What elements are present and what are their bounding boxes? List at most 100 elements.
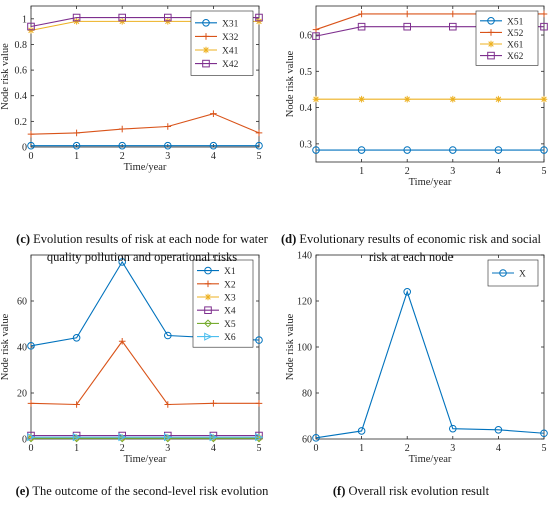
x-tick-label: 0 bbox=[29, 151, 34, 162]
data-point bbox=[312, 32, 320, 40]
x-tick-label: 1 bbox=[359, 166, 364, 177]
y-tick-label: 0 bbox=[22, 143, 27, 154]
data-point bbox=[27, 342, 35, 350]
legend-marker bbox=[202, 33, 210, 40]
legend-label: X62 bbox=[507, 52, 524, 62]
data-point bbox=[118, 13, 127, 22]
chart-f: 0 1 2 3 4 5 60 80 100 120 140 Time/year Node risk va… bbox=[285, 251, 548, 465]
data-point bbox=[449, 424, 457, 433]
data-point bbox=[27, 130, 35, 138]
x-axis-label: Time/year bbox=[124, 162, 167, 173]
x-tick-label: 5 bbox=[257, 151, 262, 162]
data-point bbox=[403, 10, 411, 18]
legend-box bbox=[192, 259, 254, 348]
legend-label: X2 bbox=[224, 280, 236, 290]
data-point bbox=[449, 10, 457, 18]
legend-label: X3 bbox=[224, 294, 236, 304]
caption-f: (f) Overall risk evolution result bbox=[280, 482, 542, 500]
y-tick-label: 0.3 bbox=[300, 139, 313, 150]
data-point bbox=[540, 429, 548, 438]
x-tick-label: 4 bbox=[211, 151, 216, 162]
data-point bbox=[118, 433, 127, 442]
data-point bbox=[403, 146, 412, 154]
data-point bbox=[403, 288, 412, 296]
data-point bbox=[358, 95, 365, 103]
legend-marker bbox=[202, 19, 210, 27]
legend-label: X5 bbox=[224, 320, 236, 330]
data-point bbox=[495, 95, 502, 103]
x-tick-label: 1 bbox=[359, 443, 364, 454]
y-tick-label: 60 bbox=[17, 297, 27, 308]
y-tick-label: 140 bbox=[297, 251, 312, 262]
x-tick-label: 1 bbox=[74, 151, 79, 162]
legend-marker bbox=[487, 40, 495, 48]
data-point bbox=[72, 13, 81, 22]
legend-marker bbox=[202, 59, 210, 68]
data-point bbox=[403, 22, 411, 31]
data-point bbox=[540, 146, 548, 154]
x-tick-label: 2 bbox=[120, 151, 125, 162]
caption-d-label: (d) bbox=[280, 232, 297, 246]
y-axis-label: Node risk value bbox=[0, 313, 11, 380]
legend-label: X42 bbox=[222, 60, 239, 70]
series-X31 bbox=[27, 141, 263, 150]
chart-c: 0 1 2 3 4 5 0 0.2 0.4 0.6 0.8 1 Time/year Node risk v… bbox=[0, 5, 263, 173]
caption-e: (e) The outcome of the second-level risk… bbox=[8, 482, 276, 500]
y-tick-label: 0 bbox=[22, 435, 27, 446]
x-tick-label: 2 bbox=[120, 443, 125, 454]
y-axis-label: Node risk value bbox=[285, 50, 296, 117]
caption-f-label: (f) bbox=[332, 484, 346, 498]
data-point bbox=[255, 13, 263, 22]
legend-label: X51 bbox=[507, 17, 524, 27]
legend-box bbox=[190, 10, 254, 76]
data-point bbox=[118, 18, 126, 25]
series-X61 bbox=[312, 95, 548, 103]
data-point bbox=[358, 10, 365, 18]
legend-label: X41 bbox=[222, 47, 239, 57]
data-point bbox=[27, 141, 35, 150]
data-point bbox=[255, 129, 263, 137]
data-point bbox=[449, 22, 457, 31]
series-X2 bbox=[27, 337, 263, 408]
data-point bbox=[73, 401, 80, 408]
x-tick-label: 4 bbox=[496, 166, 501, 177]
x-tick-label: 5 bbox=[542, 166, 547, 177]
y-tick-label: 40 bbox=[17, 343, 27, 354]
data-point bbox=[164, 18, 172, 25]
data-point bbox=[540, 22, 548, 31]
data-point bbox=[255, 433, 264, 442]
data-point bbox=[403, 95, 411, 103]
data-point bbox=[27, 27, 35, 34]
legend: X31 X32 X41 X42 bbox=[190, 10, 254, 76]
series-X51 bbox=[312, 146, 548, 154]
legend-marker bbox=[203, 319, 213, 328]
data-point bbox=[357, 22, 366, 31]
data-point bbox=[210, 110, 217, 117]
y-tick-label: 0.4 bbox=[15, 91, 28, 102]
data-point bbox=[449, 146, 457, 154]
data-point bbox=[27, 22, 35, 31]
data-point bbox=[210, 400, 217, 407]
legend-label: X31 bbox=[222, 19, 239, 29]
legend-marker bbox=[204, 280, 212, 288]
series-line bbox=[315, 290, 545, 439]
data-point bbox=[312, 434, 320, 442]
x-tick-label: 0 bbox=[314, 443, 319, 454]
x-tick-label: 1 bbox=[74, 443, 79, 454]
x-tick-label: 2 bbox=[405, 443, 410, 454]
data-point bbox=[164, 123, 172, 130]
legend-label: X52 bbox=[507, 29, 524, 39]
legend-marker bbox=[204, 266, 212, 275]
legend-label: X61 bbox=[507, 41, 524, 51]
legend-marker bbox=[204, 293, 212, 301]
y-tick-label: 0.8 bbox=[15, 40, 28, 51]
data-point bbox=[73, 129, 80, 137]
data-point bbox=[449, 95, 457, 103]
y-tick-label: 0.4 bbox=[300, 103, 313, 114]
caption-e-text: The outcome of the second-level risk evo… bbox=[32, 484, 269, 498]
x-tick-label: 3 bbox=[165, 151, 170, 162]
data-point bbox=[209, 433, 218, 442]
legend-marker bbox=[487, 51, 495, 60]
